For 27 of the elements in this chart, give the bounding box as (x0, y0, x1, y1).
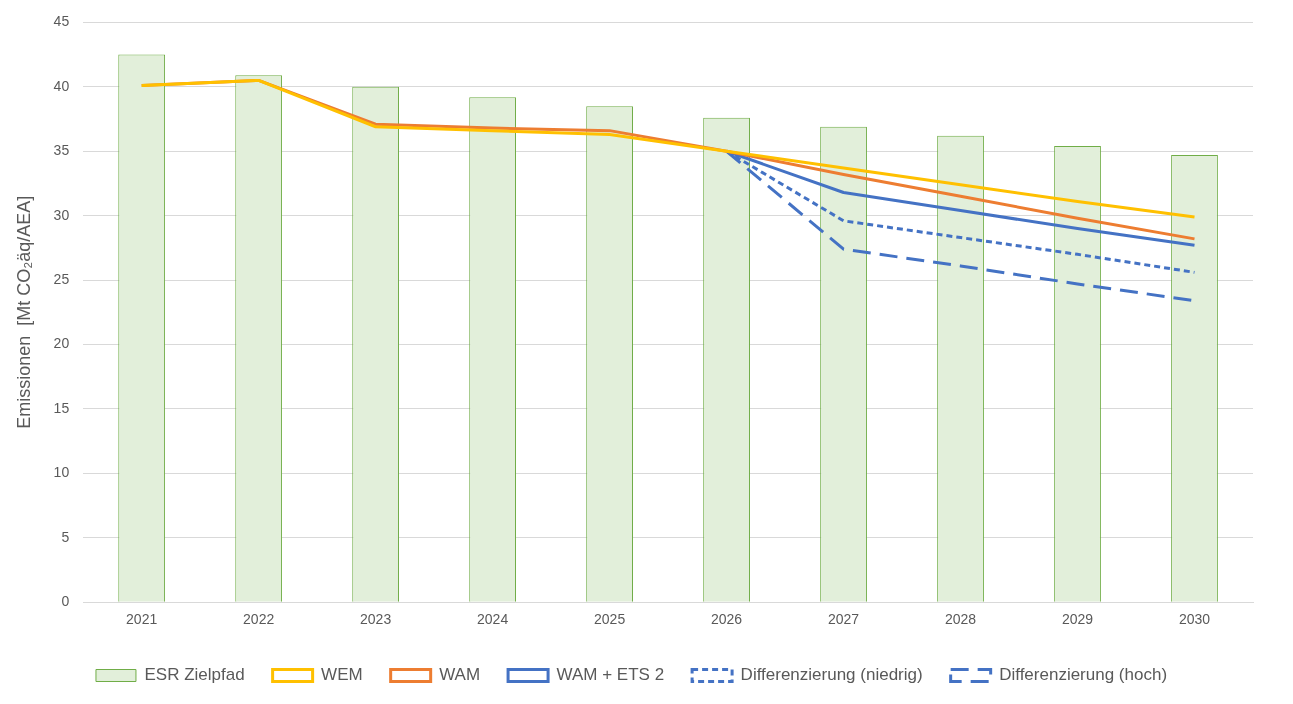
x-tick-label: 2021 (126, 611, 158, 628)
x-tick-label: 2026 (711, 611, 743, 628)
x-tick-label: 2022 (243, 611, 275, 628)
x-tick-label: 2023 (360, 611, 392, 628)
y-tick-label: 45 (53, 13, 70, 30)
y-tick-label: 35 (53, 142, 70, 159)
x-tick-label: 2027 (827, 611, 860, 628)
y-tick-label: 40 (53, 77, 70, 94)
y-axis-title: Emissionen [Mt CO₂äq/AEA] (13, 195, 34, 429)
y-tick-label: 25 (53, 270, 70, 287)
legend-label: Differenzierung (niedrig) (740, 665, 923, 685)
y-tick-label: 5 (61, 528, 70, 545)
legend-label: WAM (439, 665, 481, 685)
y-tick-label: 15 (53, 399, 70, 416)
y-tick-label: 30 (53, 206, 70, 223)
legend-label: ESR Zielpfad (144, 665, 245, 685)
x-tick-label: 2025 (594, 611, 626, 628)
legend-label: WAM + ETS 2 (556, 665, 665, 685)
legend-label: WEM (321, 665, 363, 685)
y-tick-label: 20 (53, 335, 70, 352)
x-tick-label: 2030 (1178, 611, 1211, 628)
x-tick-label: 2029 (1061, 611, 1094, 628)
y-tick-label: 0 (61, 593, 70, 610)
legend-label: Differenzierung (hoch) (999, 665, 1168, 685)
y-tick-label: 10 (53, 464, 70, 481)
x-tick-label: 2024 (477, 611, 509, 628)
x-tick-label: 2028 (944, 611, 977, 628)
